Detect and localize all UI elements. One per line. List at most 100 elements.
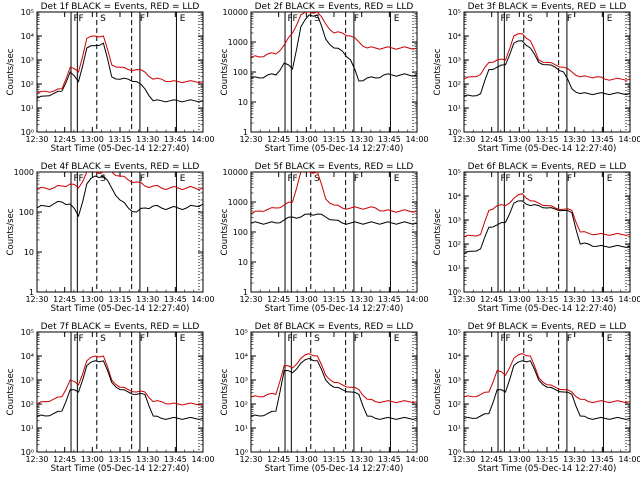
series-lld-line (251, 12, 417, 58)
y-tick-label: 10¹ (235, 424, 248, 433)
region-letter: F (288, 174, 293, 184)
chart-panel-4: Det 4f BLACK = Events, RED = LLD 1 10 100 10… (6, 162, 215, 314)
region-letter: E (607, 14, 613, 24)
chart-title: Det 3f BLACK = Events, RED = LLD (468, 2, 627, 12)
x-tick-label: 13:15 (535, 135, 558, 144)
x-tick-label: 14:00 (618, 295, 640, 304)
x-tick-label: 13:15 (108, 135, 131, 144)
x-tick-label: 12:30 (25, 135, 48, 144)
region-letter: F (74, 174, 79, 184)
x-tick-label: 13:15 (535, 455, 558, 464)
x-tick-label: 13:45 (164, 135, 187, 144)
x-tick-label: 13:15 (108, 295, 131, 304)
region-letter: E (394, 174, 400, 184)
x-tick-label: 13:30 (350, 295, 373, 304)
x-tick-label: 12:45 (267, 455, 290, 464)
chart-panel-3: Det 3f BLACK = Events, RED = LLD 10⁰ 10¹ 10… (433, 2, 640, 154)
x-tick-label: 13:00 (508, 135, 531, 144)
y-tick-label: 10³ (21, 376, 34, 385)
x-tick-label: 14:00 (191, 135, 214, 144)
region-letter: F (354, 174, 359, 184)
x-tick-label: 14:00 (405, 455, 428, 464)
x-tick-label: 14:00 (191, 295, 214, 304)
x-tick-label: 13:30 (350, 455, 373, 464)
region-letter: S (100, 334, 106, 344)
x-tick-label: 13:45 (378, 455, 401, 464)
y-tick-label: 100 (233, 228, 248, 237)
region-letter: S (314, 14, 320, 24)
series-lld-line (464, 353, 630, 404)
y-tick-label: 10⁵ (448, 8, 461, 17)
y-tick-label: 1 (243, 288, 248, 297)
series-events-line (37, 42, 203, 103)
x-axis-label: Start Time (05-Dec-14 12:27:40) (478, 304, 617, 314)
region-letter: F (140, 174, 145, 184)
series-events-line (251, 357, 417, 420)
y-axis-label: Counts/sec (220, 48, 230, 95)
y-tick-label: 10⁴ (21, 352, 34, 361)
region-letter: E (180, 334, 186, 344)
x-tick-label: 14:00 (405, 295, 428, 304)
plot-frame (36, 331, 204, 453)
x-tick-label: 13:00 (81, 135, 104, 144)
y-tick-label: 1000 (228, 198, 248, 207)
x-tick-label: 12:45 (267, 135, 290, 144)
x-tick-label: 12:30 (452, 295, 475, 304)
y-axis-label: Counts/sec (6, 368, 16, 415)
plot-frame (36, 11, 204, 133)
x-tick-label: 12:30 (452, 455, 475, 464)
y-tick-label: 1 (243, 128, 248, 137)
region-letter: F (74, 14, 79, 24)
y-tick-label: 10³ (448, 216, 461, 225)
x-tick-label: 12:45 (480, 135, 503, 144)
y-tick-label: 10⁵ (235, 328, 248, 337)
x-tick-label: 12:45 (480, 295, 503, 304)
x-tick-label: 14:00 (405, 135, 428, 144)
x-axis-label: Start Time (05-Dec-14 12:27:40) (478, 464, 617, 474)
y-tick-label: 10¹ (21, 424, 34, 433)
x-axis-label: Start Time (05-Dec-14 12:27:40) (51, 464, 190, 474)
region-letter: F (293, 174, 298, 184)
x-tick-label: 13:45 (378, 135, 401, 144)
y-axis-label: Counts/sec (220, 208, 230, 255)
series-lld-line (464, 193, 630, 238)
chart-panel-1: Det 1f BLACK = Events, RED = LLD 10⁰ 10¹ 10… (6, 2, 215, 154)
chart-panel-6: Det 6f BLACK = Events, RED = LLD 10⁰ 10¹ 10… (433, 162, 640, 314)
y-tick-label: 10⁰ (21, 128, 34, 137)
x-tick-label: 13:30 (563, 135, 586, 144)
series-events-line (464, 200, 630, 255)
region-letter: S (100, 14, 106, 24)
region-letter: F (567, 334, 572, 344)
y-tick-label: 10³ (21, 56, 34, 65)
x-tick-label: 12:45 (480, 455, 503, 464)
x-tick-label: 13:00 (81, 455, 104, 464)
chart-panel-2: Det 2f BLACK = Events, RED = LLD 1 10 100 10… (220, 2, 429, 154)
region-letter: F (293, 14, 298, 24)
region-letter: F (354, 334, 359, 344)
chart-panel-9: Det 9f BLACK = Events, RED = LLD 10⁰ 10¹ 10… (433, 322, 640, 474)
y-tick-label: 1000 (14, 168, 34, 177)
x-tick-label: 13:45 (378, 295, 401, 304)
y-tick-label: 10⁵ (448, 328, 461, 337)
region-letter: F (506, 14, 511, 24)
series-lld-line (37, 172, 203, 191)
series-events-line (464, 360, 630, 420)
x-tick-label: 13:15 (322, 135, 345, 144)
y-tick-label: 10⁴ (21, 32, 34, 41)
region-letter: E (394, 334, 400, 344)
region-letter: F (567, 174, 572, 184)
x-tick-label: 13:00 (295, 455, 318, 464)
x-tick-label: 12:30 (25, 455, 48, 464)
x-tick-label: 13:00 (508, 295, 531, 304)
x-tick-label: 14:00 (618, 455, 640, 464)
x-axis-label: Start Time (05-Dec-14 12:27:40) (265, 464, 404, 474)
x-tick-label: 13:45 (591, 455, 614, 464)
plot-frame (250, 11, 418, 133)
y-tick-label: 10⁵ (21, 328, 34, 337)
region-letter: F (79, 14, 84, 24)
region-letter: S (100, 174, 106, 184)
plot-frame (463, 171, 631, 293)
series-lld-line (464, 33, 630, 81)
region-letter: F (140, 14, 145, 24)
